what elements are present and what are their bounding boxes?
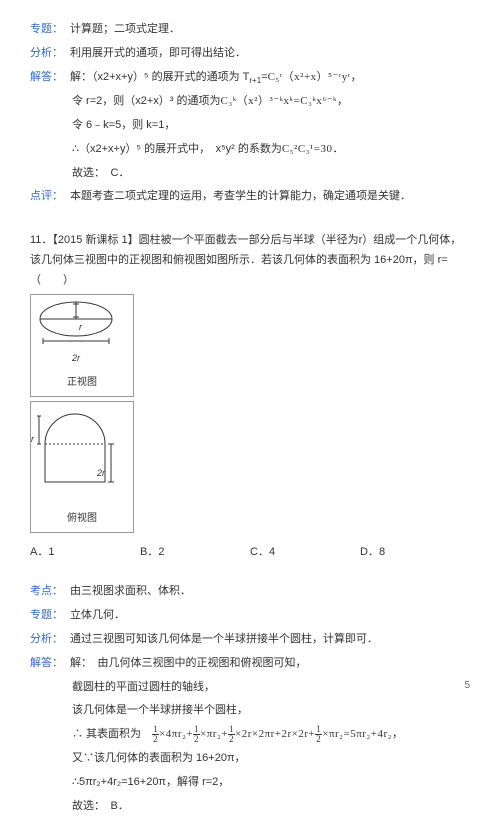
option-d: D．8 bbox=[360, 543, 470, 563]
formula-2: C₃ᵏ（x²）³⁻ᵏxᵏ=C₃ᵏx⁶⁻ᵏ bbox=[221, 95, 337, 107]
formula-3: C₅²C₃¹=30 bbox=[282, 143, 333, 155]
line2-pre: 令 r=2，则（x2+x）³ 的通项为 bbox=[72, 95, 221, 107]
q11-jieda-row: 解答： 解： 由几何体三视图中的正视图和俯视图可知， bbox=[30, 654, 470, 674]
q11-fenxi-row: 分析： 通过三视图可知该几何体是一个半球拼接半个圆柱，计算即可． bbox=[30, 630, 470, 650]
fv-2r: 2r bbox=[72, 350, 162, 366]
jieda-line1-pre: 解：（x2+x+y）⁵ 的展开式的通项为 T bbox=[70, 71, 249, 83]
q11-options: A．1 B．2 C．4 D．8 bbox=[30, 543, 470, 563]
page-number: 5 bbox=[464, 677, 470, 695]
q11-fenxi-text: 通过三视图可知该几何体是一个半球拼接半个圆柱，计算即可． bbox=[70, 630, 470, 650]
zhuanti-text: 计算题；二项式定理． bbox=[70, 20, 470, 40]
line4-pre: ∴（x2+x+y）⁵ 的展开式中， x⁵y² 的系数为 bbox=[72, 143, 282, 155]
dianping-label: 点评： bbox=[30, 187, 70, 207]
q10-line5: 故选： C． bbox=[72, 164, 470, 184]
l4-formula: 12×4πr₂+12×πr₂+12×2r×2πr+2r×2r+12×πr₂=5π… bbox=[152, 728, 392, 740]
q10-fenxi-row: 分析： 利用展开式的通项，即可得出结论． bbox=[30, 44, 470, 64]
line4-end: ． bbox=[333, 143, 344, 155]
formula-1: C₅ʳ（x²+x）⁵⁻ʳyʳ bbox=[268, 71, 351, 83]
option-c: C．4 bbox=[250, 543, 360, 563]
comma1: ， bbox=[351, 71, 362, 83]
q10-line2: 令 r=2，则（x2+x）³ 的通项为C₃ᵏ（x²）³⁻ᵏxᵏ=C₃ᵏx⁶⁻ᵏ， bbox=[72, 92, 470, 112]
q11-zhuanti-row: 专题： 立体几何． bbox=[30, 606, 470, 626]
top-view-label: 俯视图 bbox=[37, 510, 127, 528]
kaodian-label: 考点： bbox=[30, 582, 70, 602]
q11-jieda-l1: 解： 由几何体三视图中的正视图和俯视图可知， bbox=[70, 654, 470, 674]
front-view-label: 正视图 bbox=[37, 374, 127, 392]
q11-jieda-l3: 该几何体是一个半球拼接半个圆柱， bbox=[72, 701, 470, 721]
front-view-box: r 2r 正视图 bbox=[30, 294, 134, 396]
kaodian-text: 由三视图求面积、体积． bbox=[70, 582, 470, 602]
top-view-box: r 2r 俯视图 bbox=[30, 401, 134, 533]
jieda-label: 解答： bbox=[30, 68, 70, 89]
zhuanti-label: 专题： bbox=[30, 20, 70, 40]
q10-line4: ∴（x2+x+y）⁵ 的展开式中， x⁵y² 的系数为C₅²C₃¹=30． bbox=[72, 140, 470, 160]
tv-r: r bbox=[31, 431, 121, 447]
fenxi-label: 分析： bbox=[30, 44, 70, 64]
sub-r1: r+1 bbox=[249, 76, 261, 85]
q10-jieda-row: 解答： 解：（x2+x+y）⁵ 的展开式的通项为 Tr+1=C₅ʳ（x²+x）⁵… bbox=[30, 68, 470, 89]
q11-fenxi-label: 分析： bbox=[30, 630, 70, 650]
q10-zhuanti-row: 专题： 计算题；二项式定理． bbox=[30, 20, 470, 40]
q11-jieda-l7: 故选： B． bbox=[72, 797, 470, 817]
l4-pre: ∴ 其表面积为 bbox=[72, 728, 141, 740]
q11-kaodian-row: 考点： 由三视图求面积、体积． bbox=[30, 582, 470, 602]
fv-r: r bbox=[79, 319, 169, 335]
q11-title-pre: 11．【2015 新课标 1】 bbox=[30, 234, 139, 246]
line2-end: ， bbox=[337, 95, 348, 107]
q11-zhuanti-label: 专题： bbox=[30, 606, 70, 626]
dianping-text: 本题考查二项式定理的运用，考查学生的计算能力，确定通项是关键． bbox=[70, 187, 470, 207]
option-a: A．1 bbox=[30, 543, 140, 563]
option-b: B．2 bbox=[140, 543, 250, 563]
q11-jieda-l2: 截圆柱的平面过圆柱的轴线， bbox=[72, 678, 470, 698]
l4-end: ， bbox=[392, 728, 403, 740]
q11-jieda-l6: ∴5πr₂+4r₂=16+20π，解得 r=2， bbox=[72, 773, 470, 793]
q10-dianping-row: 点评： 本题考查二项式定理的运用，考查学生的计算能力，确定通项是关键． bbox=[30, 187, 470, 207]
q11-jieda-label: 解答： bbox=[30, 654, 70, 674]
tv-2r: 2r bbox=[97, 465, 187, 481]
q10-line3: 令 6﹣k=5，则 k=1， bbox=[72, 116, 470, 136]
fenxi-text: 利用展开式的通项，即可得出结论． bbox=[70, 44, 470, 64]
jieda-content: 解：（x2+x+y）⁵ 的展开式的通项为 Tr+1=C₅ʳ（x²+x）⁵⁻ʳyʳ… bbox=[70, 68, 470, 89]
q11-jieda-l4: ∴ 其表面积为 12×4πr₂+12×πr₂+12×2r×2πr+2r×2r+1… bbox=[72, 725, 470, 745]
q11-title: 11．【2015 新课标 1】圆柱被一个平面截去一部分后与半球（半径为r）组成一… bbox=[30, 231, 470, 290]
q11-zhuanti-text: 立体几何． bbox=[70, 606, 470, 626]
q11-jieda-l5: 又∵该几何体的表面积为 16+20π， bbox=[72, 749, 470, 769]
